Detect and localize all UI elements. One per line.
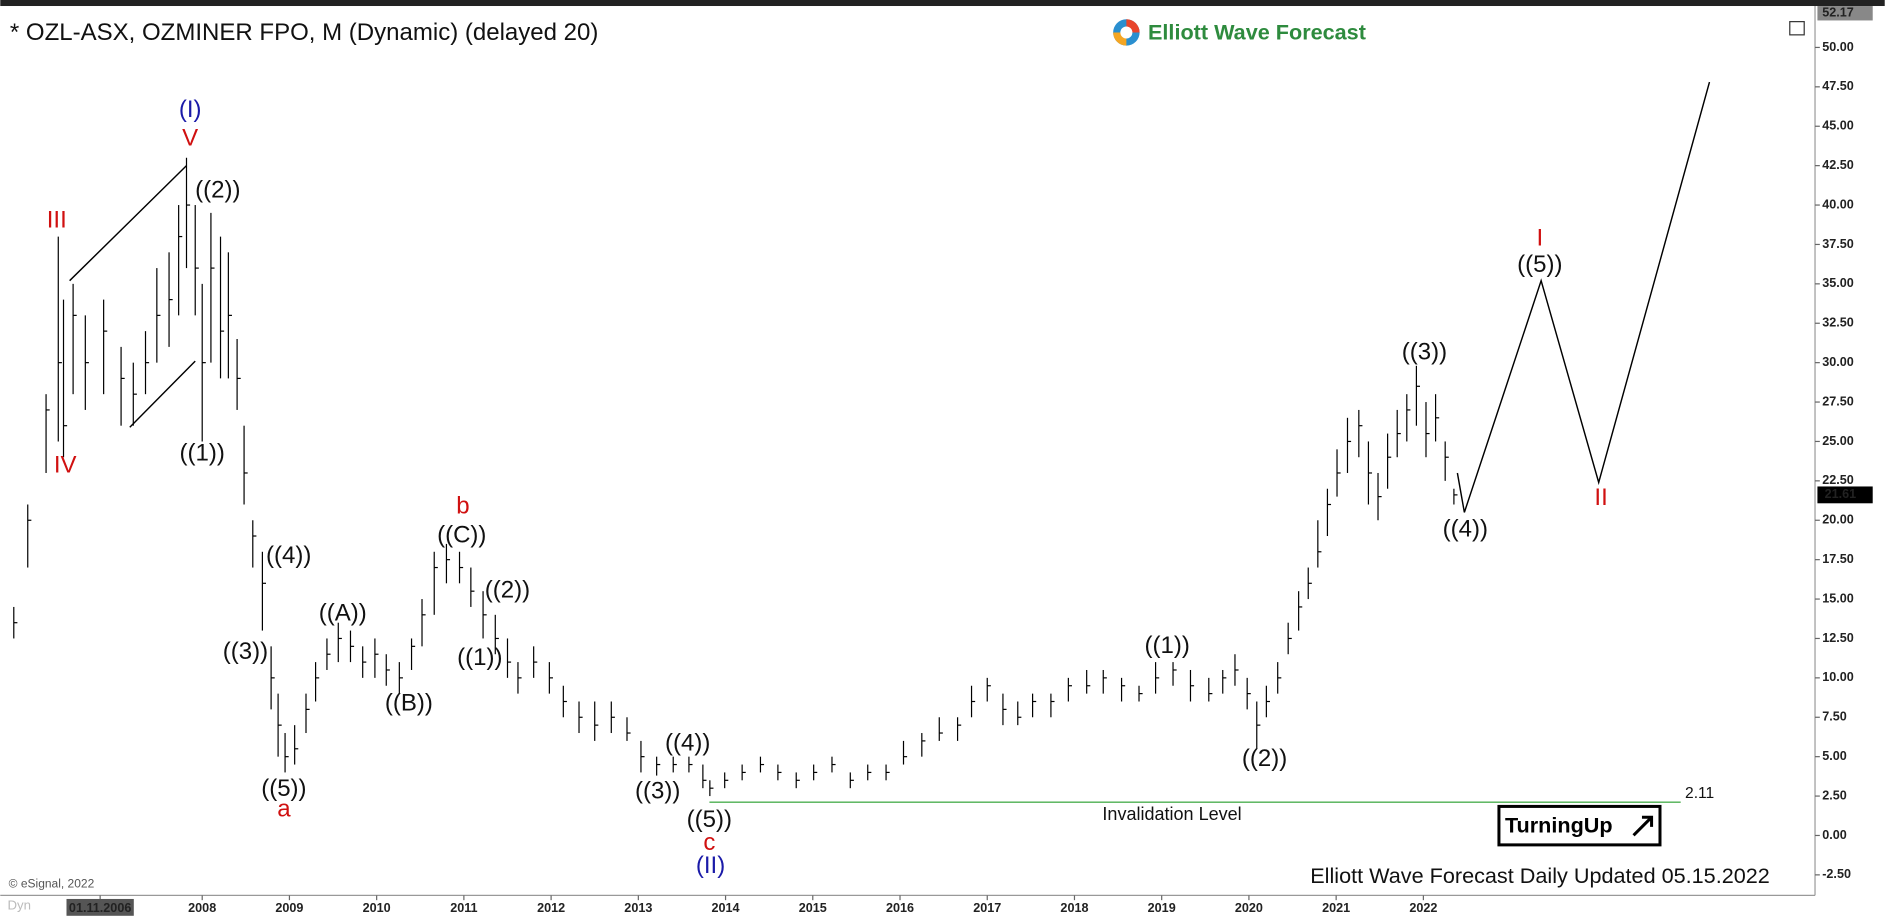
y-tick-label: 42.50 (1822, 158, 1854, 172)
wave-label: ((B)) (385, 690, 433, 717)
y-tick-label: 40.00 (1822, 197, 1854, 211)
y-tick-label: 32.50 (1822, 316, 1854, 330)
y-tick-label: 5.00 (1822, 749, 1847, 763)
last-price-box (1817, 486, 1873, 504)
copyright: © eSignal, 2022 (9, 877, 95, 891)
projection-line (1456, 81, 1711, 513)
y-tick-label: 20.00 (1822, 513, 1854, 527)
wave-label: ((3)) (223, 638, 268, 665)
wave-label: ((2)) (195, 176, 240, 203)
wave-label: (I) (179, 96, 202, 123)
y-tick-label: 47.50 (1822, 79, 1854, 93)
logo-icon-center (1120, 26, 1133, 39)
wave-label: ((5)) (1517, 251, 1562, 278)
x-tick-label: 01.11.2006 (69, 901, 131, 915)
wave-label: V (182, 125, 198, 152)
wave-label: ((2)) (1242, 745, 1287, 772)
y-tick-label: 7.50 (1822, 710, 1847, 724)
y-tick-label: 2.50 (1822, 788, 1847, 802)
top-price-label: 52.17 (1822, 6, 1854, 20)
badge-arrow (1632, 815, 1654, 837)
wave-label: ((2)) (485, 577, 530, 604)
wave-label: III (47, 206, 67, 233)
wave-label: II (1594, 484, 1607, 511)
x-tick-label: 2015 (799, 901, 827, 915)
x-tick-label: 2011 (450, 901, 477, 915)
wave-label: ((4)) (266, 542, 311, 569)
y-tick-label: 50.00 (1822, 40, 1854, 54)
last-price-label: 21.61 (1825, 487, 1857, 501)
y-tick-label: 10.00 (1822, 670, 1854, 684)
wave-label: ((3)) (635, 777, 680, 804)
y-tick-label: -2.50 (1822, 867, 1851, 881)
invalidation-value: 2.11 (1685, 785, 1714, 802)
wave-label: ((1)) (1145, 632, 1190, 659)
y-tick-label: 12.50 (1822, 631, 1854, 645)
wave-label: b (456, 493, 469, 520)
y-tick-label: 0.00 (1822, 828, 1847, 842)
x-tick-label: 2020 (1235, 901, 1263, 915)
window-icon[interactable] (1789, 21, 1805, 36)
x-tick-label: 2009 (275, 901, 303, 915)
x-tick-label: 2014 (712, 901, 740, 915)
wave-label: a (277, 795, 291, 822)
wave-label: ((5)) (261, 775, 306, 802)
y-tick-label: 45.00 (1822, 119, 1854, 133)
wave-label: ((3)) (1402, 339, 1447, 366)
x-tick-label: 2018 (1060, 901, 1088, 915)
channel-line (129, 360, 196, 428)
y-tick-label: 30.00 (1822, 355, 1854, 369)
x-tick-label: 2008 (188, 901, 216, 915)
x-tick-label: 2021 (1322, 901, 1350, 915)
wave-label: ((1)) (179, 440, 224, 467)
y-tick-label: 22.50 (1822, 473, 1854, 487)
chart-title: * OZL-ASX, OZMINER FPO, M (Dynamic) (del… (10, 19, 599, 46)
y-tick-label: 37.50 (1822, 237, 1854, 251)
wave-label: ((C)) (437, 521, 486, 548)
x-tick-label: 2017 (973, 901, 1001, 915)
y-tick-label: 35.00 (1822, 276, 1854, 290)
wave-label: ((A)) (319, 599, 367, 626)
wave-label: ((4)) (1443, 515, 1488, 542)
y-tick-label: 25.00 (1822, 434, 1854, 448)
wave-label: ((4)) (665, 729, 710, 756)
x-tick-label: 2022 (1409, 901, 1437, 915)
wave-label: c (703, 829, 715, 856)
logo-text: Elliott Wave Forecast (1148, 19, 1366, 44)
logo: Elliott Wave Forecast (1113, 19, 1366, 46)
wave-label: ((5)) (687, 806, 732, 833)
top-price-box (1817, 6, 1873, 21)
footer-updated: Elliott Wave Forecast Daily Updated 05.1… (1310, 863, 1770, 888)
x-tick-label: 2019 (1148, 901, 1176, 915)
top-border (0, 0, 1885, 7)
badge: TurningUp (1497, 804, 1662, 847)
wave-label: I (1536, 225, 1543, 252)
invalidation-label: Invalidation Level (1102, 804, 1241, 824)
x-tick-label: 2010 (363, 901, 391, 915)
wave-label: (II) (696, 852, 725, 879)
x-tick-label-bg (66, 898, 134, 916)
x-tick-label: 2013 (624, 901, 652, 915)
badge-text: TurningUp (1505, 813, 1613, 838)
y-tick-label: 15.00 (1822, 591, 1854, 605)
wave-label: ((1)) (457, 644, 502, 671)
corner-label: Dyn (7, 898, 31, 913)
y-tick-label: 27.50 (1822, 394, 1854, 408)
x-tick-label: 2012 (537, 901, 565, 915)
badge-frame (1497, 804, 1662, 847)
y-tick-label: 17.50 (1822, 552, 1854, 566)
wave-label: IV (54, 452, 77, 479)
x-tick-label: 2016 (886, 901, 914, 915)
channel-line (69, 165, 188, 282)
